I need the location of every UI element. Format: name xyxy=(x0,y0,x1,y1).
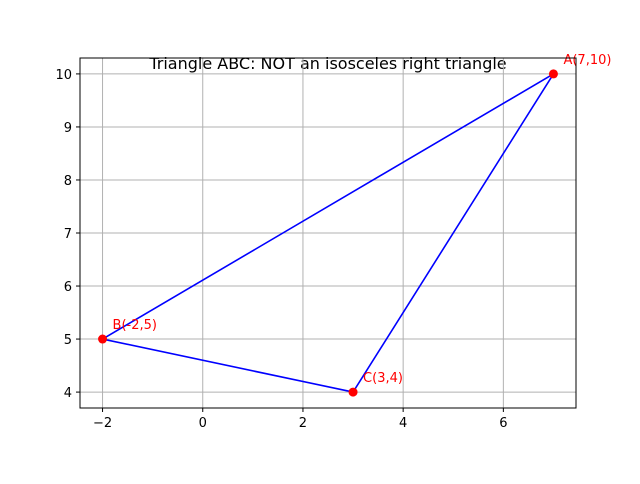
ticks: −2 0 2 4 6 4 5 6 7 8 9 10 xyxy=(55,68,507,431)
vertex-point xyxy=(548,69,558,79)
y-tick-label: 9 xyxy=(64,121,72,136)
x-tick-label: 4 xyxy=(399,416,407,431)
vertex-label: B(-2,5) xyxy=(113,318,157,333)
vertex-label: C(3,4) xyxy=(363,371,403,386)
y-tick-label: 6 xyxy=(64,280,72,295)
x-tick-label: 2 xyxy=(299,416,307,431)
y-tick-label: 7 xyxy=(64,227,72,242)
series xyxy=(101,73,555,393)
vertex-point xyxy=(348,387,358,397)
y-tick-label: 8 xyxy=(64,174,72,189)
vertex-point xyxy=(98,334,108,344)
y-tick-label: 4 xyxy=(64,386,72,401)
y-tick-label: 10 xyxy=(55,68,72,83)
x-tick-label: −2 xyxy=(93,416,112,431)
x-tick-label: 6 xyxy=(499,416,507,431)
grid xyxy=(80,58,576,408)
triangle-outline xyxy=(101,73,555,393)
vertex-label: A(7,10) xyxy=(563,53,611,68)
chart-title: Triangle ABC: NOT an isosceles right tri… xyxy=(148,54,506,73)
x-tick-label: 0 xyxy=(199,416,207,431)
points: A(7,10) B(-2,5) C(3,4) xyxy=(98,53,611,397)
y-tick-label: 5 xyxy=(64,333,72,348)
